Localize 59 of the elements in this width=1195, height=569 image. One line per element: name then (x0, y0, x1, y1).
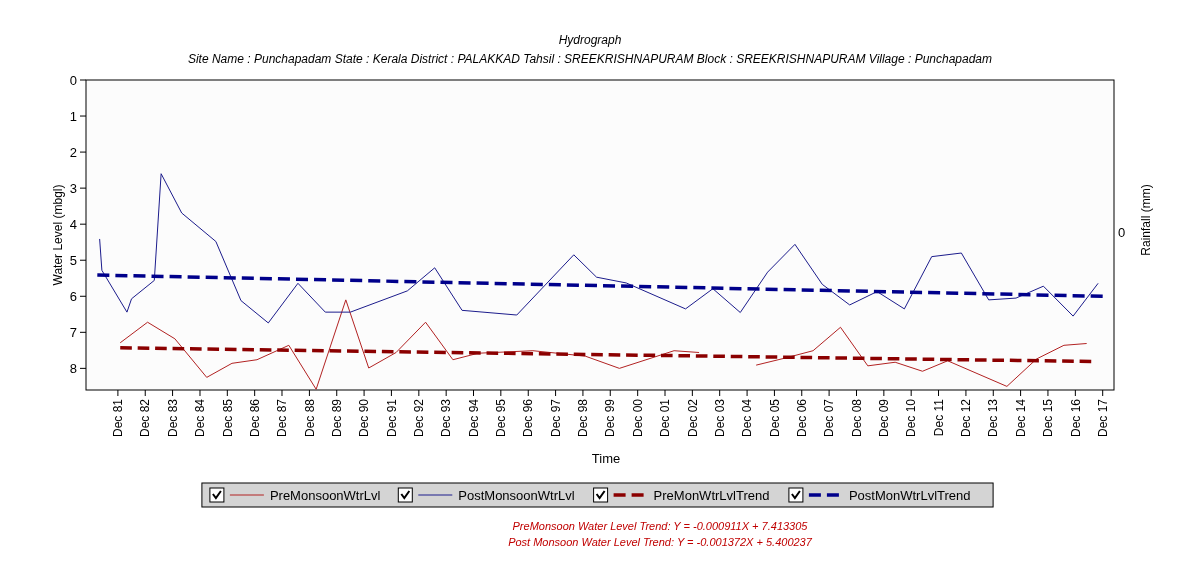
x-tick-label: Dec 13 (986, 398, 1001, 438)
x-tick-label: Dec 15 (1041, 398, 1056, 438)
x-tick-label: Dec 09 (877, 398, 892, 438)
chart-subtitle: Site Name : Punchapadam State : Kerala District : PALAKKAD Tahsil : SREEKRISHNAPURAM Block : SREEKRISHNAPURAM Village : Punchapadam (187, 52, 993, 66)
y-tick-label: 8 (69, 360, 77, 376)
y-tick-label: 5 (69, 252, 77, 268)
x-tick-label: Dec 81 (111, 398, 126, 438)
x-tick-label: Dec 06 (794, 398, 809, 438)
x-axis-title: Time (591, 451, 621, 466)
legend-label: PostMonsoonWtrLvl (458, 487, 575, 503)
x-tick-label: Dec 99 (603, 398, 618, 438)
x-tick-label: Dec 89 (329, 398, 344, 438)
y-tick-label: 2 (69, 144, 77, 160)
x-tick-label: Dec 14 (1013, 398, 1028, 438)
x-tick-label: Dec 00 (630, 398, 645, 438)
x-tick-label: Dec 02 (685, 398, 700, 438)
x-tick-label: Dec 94 (466, 398, 481, 438)
y-tick-label: 0 (69, 72, 77, 88)
text: PreMonsoon Water Level Trend: Y = -0.000911X + 7.413305 (512, 520, 809, 532)
x-tick-label: Dec 90 (357, 398, 372, 438)
x-tick-label: Dec 97 (548, 398, 563, 438)
x-tick-label: Dec 08 (849, 398, 864, 438)
chart-title: Hydrograph (558, 33, 622, 47)
x-tick-label: Dec 17 (1095, 398, 1110, 438)
x-tick-label: Dec 16 (1068, 398, 1083, 438)
line-series (99, 173, 1099, 324)
x-tick-label: Dec 82 (138, 398, 153, 438)
x-tick-label: Dec 12 (959, 398, 974, 438)
legend-label: PostMonWtrLvlTrend (848, 487, 971, 503)
x-tick-label: Dec 05 (767, 398, 782, 438)
x-tick-label: Dec 85 (220, 398, 235, 438)
y-tick-label: 3 (69, 180, 77, 196)
x-tick-label: Dec 07 (822, 398, 837, 438)
x-tick-label: Dec 84 (193, 398, 208, 438)
legend-label: PreMonsoonWtrLvl (269, 487, 381, 503)
x-tick-label: Dec 92 (412, 398, 427, 438)
x-tick-label: Dec 98 (576, 398, 591, 438)
x-tick-label: Dec 04 (740, 398, 755, 438)
x-tick-label: Dec 10 (904, 398, 919, 438)
x-tick-label: Dec 11 (931, 398, 946, 437)
y-tick-label: 4 (69, 216, 77, 232)
x-tick-label: Dec 86 (247, 398, 262, 438)
x-tick-label: Dec 01 (658, 398, 673, 438)
x-tick-label: Dec 91 (384, 398, 399, 438)
x-tick-label: Dec 95 (494, 398, 509, 438)
legend-label: PreMonWtrLvlTrend (653, 487, 770, 503)
x-tick-label: Dec 03 (712, 398, 727, 438)
y-tick-label: 7 (69, 324, 77, 340)
x-tick-label: Dec 93 (439, 398, 454, 438)
x-tick-label: Dec 96 (521, 398, 536, 438)
text: 0 (1118, 224, 1126, 240)
x-tick-label: Dec 88 (302, 398, 317, 438)
x-tick-label: Dec 83 (165, 398, 180, 438)
y2-axis-title: Rainfall (mm) (1139, 184, 1153, 256)
y-axis-title: Water Level (mbgl) (51, 184, 65, 286)
y-tick-label: 1 (69, 108, 77, 124)
y-tick-label: 6 (69, 288, 77, 304)
text: Post Monsoon Water Level Trend: Y = -0.001372X + 5.400237 (508, 536, 813, 548)
x-tick-label: Dec 87 (275, 398, 290, 438)
